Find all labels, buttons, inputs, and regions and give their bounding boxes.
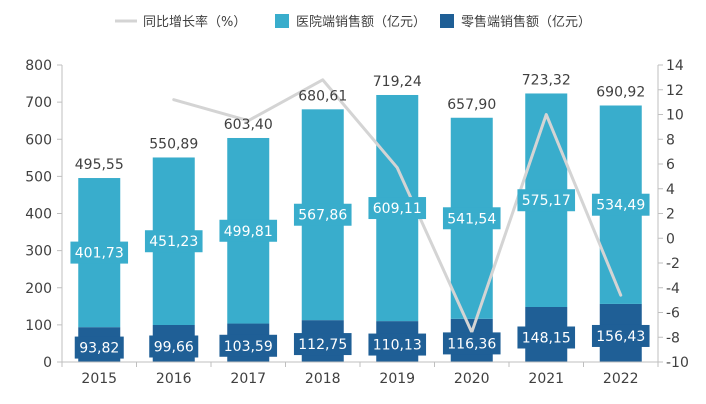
hospital-sales-data-label: 451,23 bbox=[145, 230, 203, 252]
retail-sales-data-label: 99,66 bbox=[149, 336, 198, 358]
hospital-sales-data-label: 499,81 bbox=[219, 220, 277, 242]
hospital-sales-data-label: 541,54 bbox=[443, 207, 501, 229]
retail-sales-data-label-text: 112,75 bbox=[298, 337, 347, 353]
x-axis-tick-label: 2020 bbox=[454, 371, 490, 387]
total-sales-data-label: 550,89 bbox=[149, 136, 198, 152]
total-sales-data-label: 680,61 bbox=[298, 88, 347, 104]
retail-sales-data-label-text: 110,13 bbox=[373, 338, 422, 354]
total-sales-data-label: 690,92 bbox=[596, 84, 645, 100]
left-axis-tick-label: 800 bbox=[25, 58, 52, 74]
left-axis-tick-label: 0 bbox=[43, 355, 52, 371]
right-axis-tick-label: -2 bbox=[666, 256, 680, 272]
left-axis-tick-label: 400 bbox=[25, 207, 52, 223]
hospital-sales-data-label-text: 575,17 bbox=[522, 193, 571, 209]
hospital-sales-data-label-text: 609,11 bbox=[373, 201, 422, 217]
left-axis-tick-label: 200 bbox=[25, 281, 52, 297]
left-axis-tick-label: 300 bbox=[25, 244, 52, 260]
legend-hospital-swatch bbox=[275, 14, 289, 28]
retail-sales-data-label: 93,82 bbox=[75, 337, 124, 359]
right-axis-tick-label: -8 bbox=[666, 330, 680, 346]
retail-sales-data-label-text: 156,43 bbox=[596, 329, 645, 345]
right-axis-tick-label: 6 bbox=[666, 157, 675, 173]
total-sales-data-label: 603,40 bbox=[224, 117, 273, 133]
right-axis-tick-label: 2 bbox=[666, 207, 675, 223]
hospital-sales-data-label: 575,17 bbox=[517, 189, 575, 211]
right-axis-tick-label: 8 bbox=[666, 132, 675, 148]
hospital-sales-data-label-text: 534,49 bbox=[596, 198, 645, 214]
total-sales-data-label: 719,24 bbox=[373, 74, 422, 90]
legend-retail-label: 零售端销售额（亿元） bbox=[461, 14, 591, 30]
retail-sales-data-label: 116,36 bbox=[443, 332, 501, 354]
hospital-sales-data-label: 609,11 bbox=[368, 197, 426, 219]
retail-sales-data-label: 148,15 bbox=[517, 326, 575, 348]
x-axis-tick-label: 2022 bbox=[603, 371, 639, 387]
total-sales-data-label: 723,32 bbox=[522, 72, 571, 88]
x-axis-tick-label: 2019 bbox=[379, 371, 415, 387]
retail-sales-data-label: 112,75 bbox=[294, 333, 352, 355]
left-axis-tick-label: 700 bbox=[25, 95, 52, 111]
x-axis-tick-label: 2021 bbox=[528, 371, 564, 387]
left-axis-tick-label: 100 bbox=[25, 318, 52, 334]
right-axis-tick-label: -6 bbox=[666, 306, 680, 322]
retail-sales-data-label: 156,43 bbox=[592, 325, 650, 347]
retail-sales-data-label-text: 148,15 bbox=[522, 330, 571, 346]
right-axis-tick-label: 12 bbox=[666, 83, 684, 99]
legend-retail-swatch bbox=[440, 14, 454, 28]
right-axis-tick-label: 0 bbox=[666, 231, 675, 247]
hospital-sales-data-label-text: 451,23 bbox=[149, 234, 198, 250]
right-axis-tick-label: 10 bbox=[666, 108, 684, 124]
retail-sales-data-label: 103,59 bbox=[219, 335, 277, 357]
total-sales-data-label: 495,55 bbox=[75, 157, 124, 173]
retail-sales-data-label-text: 116,36 bbox=[447, 336, 496, 352]
right-axis-tick-label: 4 bbox=[666, 182, 675, 198]
right-axis-tick-label: 14 bbox=[666, 58, 684, 74]
x-axis-tick-label: 2015 bbox=[81, 371, 117, 387]
left-axis-tick-label: 500 bbox=[25, 169, 52, 185]
retail-sales-data-label: 110,13 bbox=[368, 334, 426, 356]
retail-sales-data-label-text: 103,59 bbox=[224, 339, 273, 355]
right-axis-tick-label: -4 bbox=[666, 281, 680, 297]
x-axis-tick-label: 2018 bbox=[305, 371, 341, 387]
hospital-sales-data-label-text: 541,54 bbox=[447, 211, 496, 227]
x-axis-tick-label: 2017 bbox=[230, 371, 266, 387]
legend-growth-label: 同比增长率（%） bbox=[143, 14, 246, 30]
hospital-sales-data-label-text: 499,81 bbox=[224, 224, 273, 240]
hospital-sales-data-label-text: 567,86 bbox=[298, 208, 347, 224]
retail-sales-data-label-text: 93,82 bbox=[79, 341, 119, 357]
hospital-sales-data-label: 534,49 bbox=[592, 194, 650, 216]
hospital-sales-data-label: 567,86 bbox=[294, 204, 352, 226]
total-sales-data-label: 657,90 bbox=[447, 97, 496, 113]
right-axis-tick-label: -10 bbox=[666, 355, 689, 371]
legend: 同比增长率（%） 医院端销售额（亿元） 零售端销售额（亿元） bbox=[115, 14, 591, 30]
hospital-sales-data-label: 401,73 bbox=[70, 242, 128, 264]
bars-layer bbox=[78, 93, 642, 362]
retail-sales-data-label-text: 99,66 bbox=[154, 340, 194, 356]
hospital-sales-data-label-text: 401,73 bbox=[75, 246, 124, 262]
legend-hospital-label: 医院端销售额（亿元） bbox=[296, 14, 426, 30]
x-axis-tick-label: 2016 bbox=[156, 371, 192, 387]
left-axis-tick-label: 600 bbox=[25, 132, 52, 148]
